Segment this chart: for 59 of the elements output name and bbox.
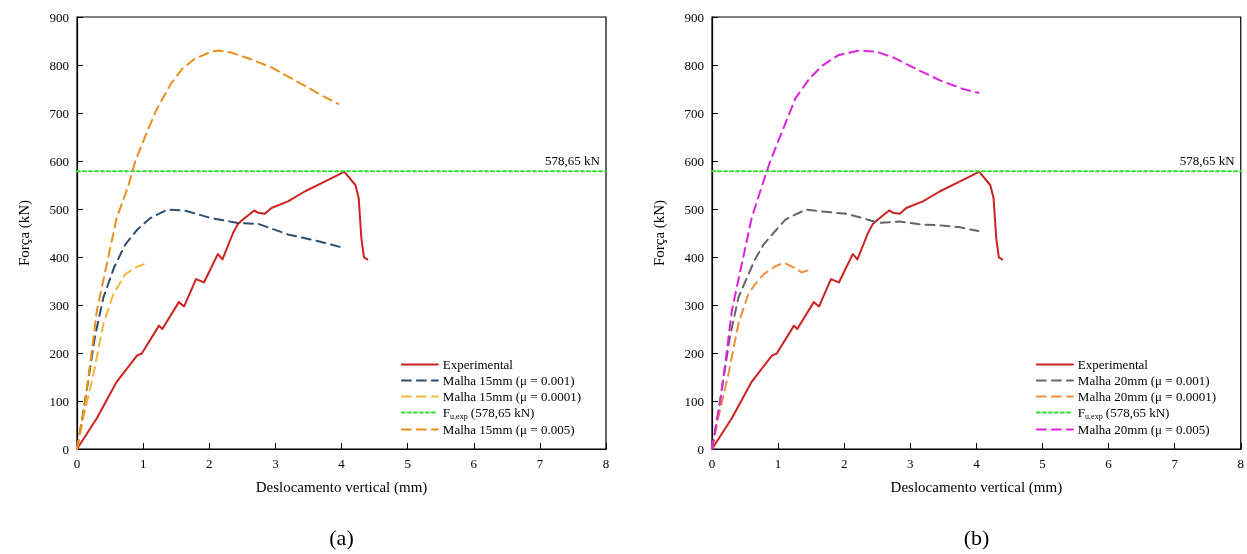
x-tick-label: 3 xyxy=(272,456,279,471)
line-series xyxy=(711,170,1004,450)
legend-label: Experimental xyxy=(442,357,514,372)
legend-label: Malha 20mm (μ = 0.001) xyxy=(1077,373,1210,388)
y-tick-label: 500 xyxy=(684,201,704,217)
x-tick-label: 8 xyxy=(602,456,610,471)
x-tick-label: 5 xyxy=(404,456,411,471)
x-tick-label: 0 xyxy=(73,456,81,471)
annotation: 578,65 kN xyxy=(1179,153,1236,169)
y-axis-title: Força (kN) xyxy=(650,199,668,267)
legend-label: Experimental xyxy=(1077,357,1149,372)
y-tick-label: 300 xyxy=(49,297,69,313)
x-axis-title: Deslocamento vertical (mm) xyxy=(890,478,1063,496)
legend-label: Malha 15mm (μ = 0.005) xyxy=(442,422,575,437)
legend-label: Malha 15mm (μ = 0.001) xyxy=(442,373,575,388)
x-tick-label: 1 xyxy=(774,456,782,471)
y-tick-label: 200 xyxy=(684,345,704,361)
legend-label: Malha 15mm (μ = 0.0001) xyxy=(442,389,582,404)
x-tick-label: 5 xyxy=(1039,456,1046,471)
x-tick-label: 7 xyxy=(1171,456,1179,471)
x-tick-label: 1 xyxy=(139,456,147,471)
y-tick-label: 700 xyxy=(49,105,69,121)
x-tick-label: 7 xyxy=(536,456,544,471)
x-tick-label: 2 xyxy=(840,456,848,471)
x-tick-label: 6 xyxy=(470,456,478,471)
y-tick-label: 400 xyxy=(684,249,704,265)
annotation: 578,65 kN xyxy=(545,153,601,169)
x-tick-label: 2 xyxy=(206,456,213,471)
x-tick-label: 3 xyxy=(907,456,914,471)
x-tick-label: 4 xyxy=(338,456,346,471)
y-tick-label: 700 xyxy=(684,105,704,121)
y-tick-label: 100 xyxy=(684,393,704,409)
y-tick-label: 900 xyxy=(49,9,69,25)
line-series xyxy=(76,49,340,450)
y-tick-label: 600 xyxy=(49,153,69,169)
y-tick-label: 100 xyxy=(49,393,69,409)
y-tick-label: 200 xyxy=(49,345,69,361)
y-tick-label: 800 xyxy=(684,57,704,73)
x-tick-label: 4 xyxy=(973,456,981,471)
text: (b) xyxy=(963,524,990,550)
line-series xyxy=(76,263,145,450)
line-series xyxy=(711,49,980,450)
y-tick-label: 0 xyxy=(62,441,69,457)
y-tick-label: 800 xyxy=(49,57,69,73)
y-tick-label: 300 xyxy=(684,297,704,313)
y-tick-label: 600 xyxy=(684,153,704,169)
line-series xyxy=(76,170,369,450)
text: (a) xyxy=(329,524,354,550)
y-tick-label: 900 xyxy=(684,9,704,25)
legend-label: Malha 20mm (μ = 0.0001) xyxy=(1077,389,1217,404)
x-tick-label: 8 xyxy=(1237,456,1244,471)
x-tick-label: 6 xyxy=(1105,456,1113,471)
x-axis-title: Deslocamento vertical (mm) xyxy=(255,478,428,496)
x-tick-label: 0 xyxy=(708,456,716,471)
y-tick-label: 400 xyxy=(49,249,69,265)
legend-label: Malha 20mm (μ = 0.005) xyxy=(1077,422,1210,437)
y-axis-title: Força (kN) xyxy=(15,199,33,267)
y-tick-label: 500 xyxy=(49,201,69,217)
y-tick-label: 0 xyxy=(697,441,704,457)
